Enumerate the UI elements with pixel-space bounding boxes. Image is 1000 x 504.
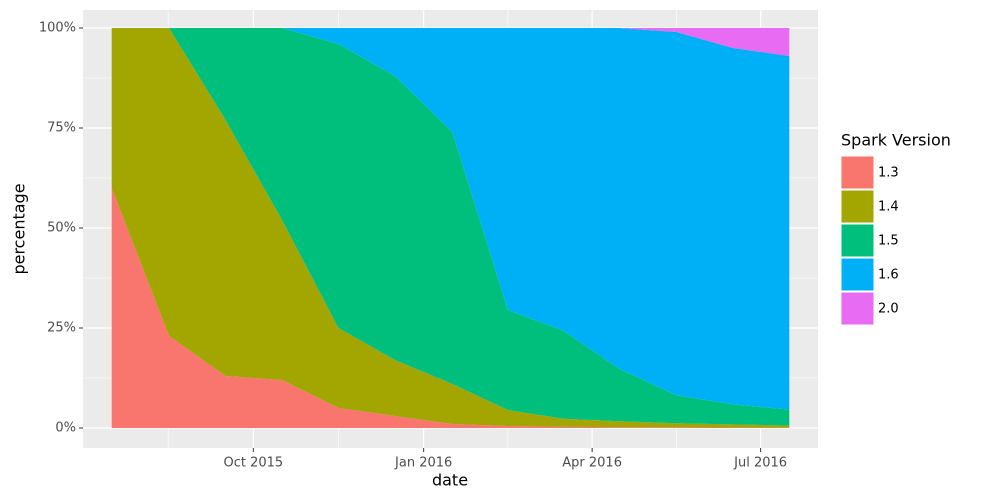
legend-label: 1.5 — [878, 234, 899, 249]
legend-title: Spark Version — [841, 131, 951, 150]
area — [111, 28, 790, 56]
y-tick-label: 50% — [47, 221, 76, 236]
y-tick-label: 25% — [47, 321, 76, 336]
legend-label: 1.6 — [878, 268, 899, 283]
area — [111, 28, 790, 426]
x-axis-title: date — [432, 471, 468, 490]
x-tick-label: Jul 2016 — [733, 456, 787, 471]
legend-label: 1.3 — [878, 166, 899, 181]
y-tick-label: 75% — [47, 121, 76, 136]
y-axis-title: percentage — [10, 183, 29, 274]
x-tick-label: Oct 2015 — [223, 456, 283, 471]
legend-swatch — [840, 155, 875, 190]
legend-label: 2.0 — [878, 302, 899, 317]
area — [111, 188, 790, 428]
y-tick-label: 100% — [39, 21, 76, 36]
legend-swatch — [840, 257, 875, 292]
x-tick-label: Jan 2016 — [394, 456, 452, 471]
legend-swatch — [840, 291, 875, 326]
y-tick-label: 0% — [55, 421, 76, 436]
legend-swatch — [840, 189, 875, 224]
x-tick-label: Apr 2016 — [562, 456, 622, 471]
area — [111, 28, 790, 410]
areas — [111, 28, 790, 428]
area — [111, 28, 790, 428]
legend-label: 1.4 — [878, 200, 899, 215]
legend-swatch — [840, 223, 875, 258]
